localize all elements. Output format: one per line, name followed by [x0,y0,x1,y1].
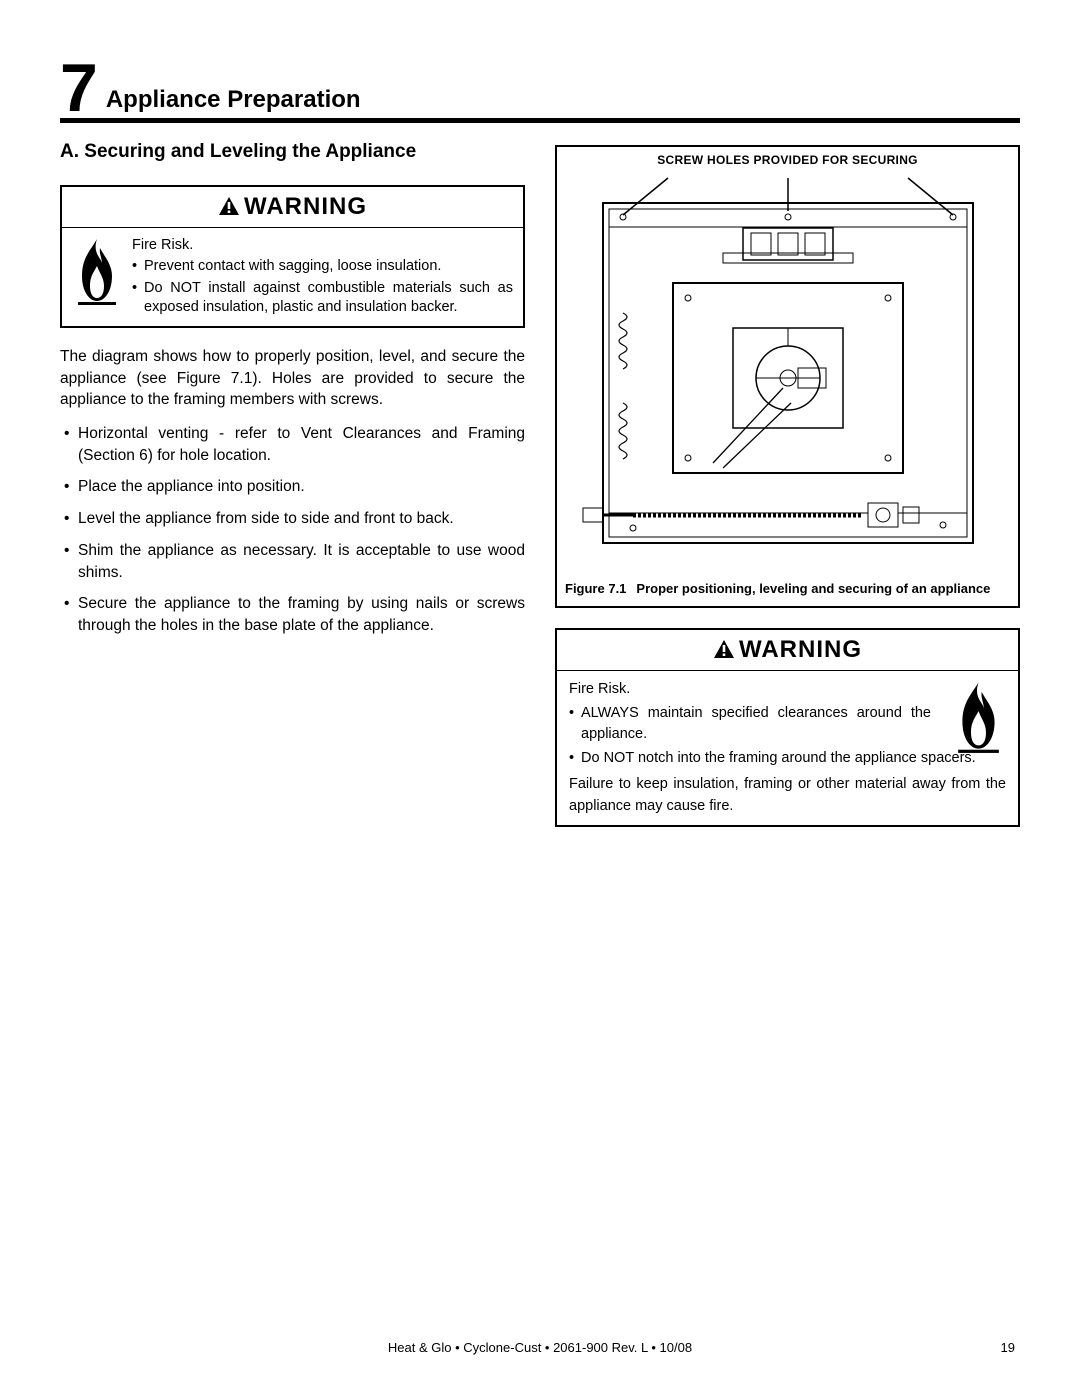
warning-box-1: WARNING Fire Risk. Prevent contact with [60,185,525,328]
left-column: A. Securing and Leveling the Appliance W… [60,141,525,846]
section-number: 7 [60,60,98,118]
figure-box: SCREW HOLES PROVIDED FOR SECURING [555,145,1020,608]
warning-item: Prevent contact with sagging, loose insu… [132,257,513,277]
warning-body-2: Fire Risk. ALWAYS maintain specified cle… [557,671,1018,826]
page-number: 19 [1001,1340,1015,1355]
warning-body-1: Fire Risk. Prevent contact with sagging,… [62,228,523,326]
warning-header-1: WARNING [62,187,523,228]
list-item: Horizontal venting - refer to Vent Clear… [60,423,525,466]
two-column-layout: A. Securing and Leveling the Appliance W… [60,141,1020,846]
warning-text-1: Fire Risk. Prevent contact with sagging,… [132,236,513,318]
warning-box-2: WARNING Fire Risk. ALWAYS maintain speci… [555,628,1020,828]
warning-item: Do NOT notch into the framing around the… [569,748,1006,770]
section-title: Appliance Preparation [106,86,361,118]
warning-tail-text: Failure to keep insulation, framing or o… [569,774,1006,818]
warning-item: Do NOT install against combustible mater… [132,279,513,318]
list-item: Place the appliance into position. [60,476,525,498]
figure-caption: Figure 7.1 Proper positioning, leveling … [565,581,1010,596]
warning-risk-1: Fire Risk. [132,236,513,256]
right-column: SCREW HOLES PROVIDED FOR SECURING [555,141,1020,846]
warning-header-text-1: WARNING [244,193,367,220]
page-container: 7 Appliance Preparation A. Securing and … [0,0,1080,885]
alert-icon [713,639,735,659]
body-paragraph: The diagram shows how to properly positi… [60,346,525,411]
warning-header-2: WARNING [557,630,1018,671]
section-header: 7 Appliance Preparation [60,60,1020,123]
appliance-diagram [573,173,1003,573]
figure-number: Figure 7.1 [565,581,626,596]
subsection-heading: A. Securing and Leveling the Appliance [60,141,525,163]
warning-risk-2: Fire Risk. [569,679,931,701]
flame-icon [72,236,122,318]
warning-header-text-2: WARNING [739,636,862,663]
list-item: Secure the appliance to the framing by u… [60,593,525,636]
page-footer: Heat & Glo • Cyclone-Cust • 2061-900 Rev… [0,1340,1080,1355]
list-item: Shim the appliance as necessary. It is a… [60,540,525,583]
body-bullet-list: Horizontal venting - refer to Vent Clear… [60,423,525,637]
figure-caption-text: Proper positioning, leveling and securin… [636,581,1010,596]
list-item: Level the appliance from side to side an… [60,508,525,530]
alert-icon [218,196,240,216]
warning-item: ALWAYS maintain specified clearances aro… [569,703,931,747]
figure-top-label: SCREW HOLES PROVIDED FOR SECURING [565,153,1010,167]
